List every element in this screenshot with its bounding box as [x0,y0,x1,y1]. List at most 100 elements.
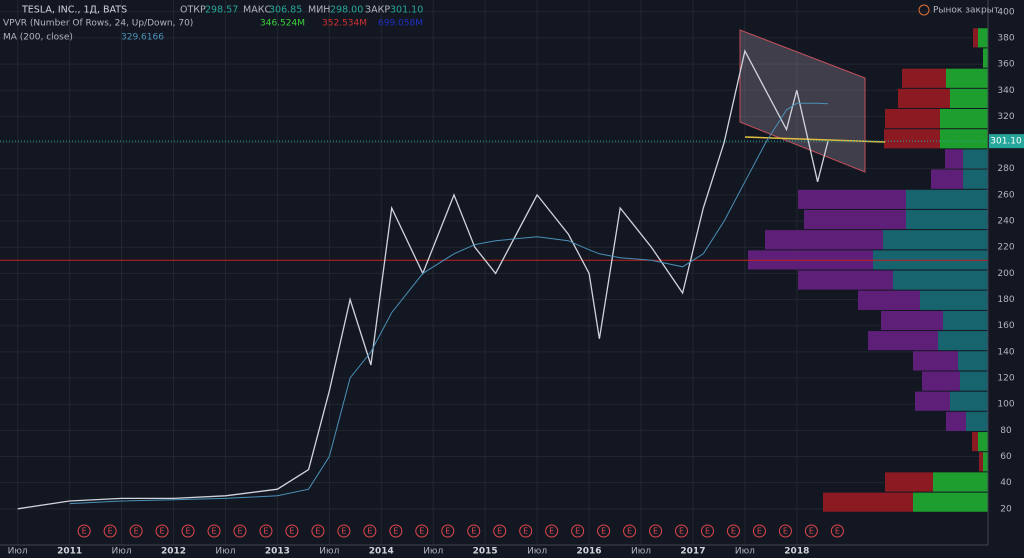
x-tick-label: Июл [8,547,28,557]
earnings-label: E [549,527,554,536]
earnings-marker [467,524,481,538]
vp-up-bar [958,351,988,371]
market-status: Рынок закрыт [933,6,999,16]
earnings-marker [311,524,325,538]
vp-down-bar [973,28,978,48]
y-tick-label: 380 [997,33,1014,43]
earnings-marker [571,524,585,538]
vp-down-bar [979,452,983,472]
x-tick-label: 2017 [680,547,705,557]
vp-down-bar [823,492,913,512]
vp-up-bar [966,411,988,432]
y-tick-label: 160 [997,321,1014,331]
vp-up-bar [893,270,988,290]
y-tick-label: 200 [997,269,1014,279]
earnings-label: E [211,527,216,536]
x-tick-label: Июл [527,547,547,557]
x-tick-label: Июл [423,547,443,557]
earnings-marker [259,524,273,538]
earnings-marker [519,524,533,538]
y-tick-label: 100 [997,400,1014,410]
price-line [17,49,829,510]
ma-label[interactable]: MA (200, close) [3,33,73,43]
vp-down-bar [898,88,950,108]
open-value: 298.57 [205,5,238,16]
current-price-tag [989,134,1024,149]
vpvr-label[interactable]: VPVR (Number Of Rows, 24, Up/Down, 70) [3,19,193,29]
earnings-marker [493,524,507,538]
vpvr-total: 699.058M [378,19,423,29]
earnings-label: E [731,527,736,536]
vp-up-bar [983,452,988,472]
y-tick-label: 400 [997,7,1014,17]
earnings-marker [649,524,663,538]
earnings-marker [285,524,299,538]
close-label: ЗАКР [365,5,390,16]
earnings-marker [207,524,221,538]
earnings-label: E [289,527,294,536]
earnings-label: E [315,527,320,536]
x-tick-label: 2012 [161,547,186,557]
vp-down-bar [881,310,943,331]
vp-up-bar [913,492,988,512]
earnings-marker [363,524,377,538]
vp-down-bar [972,432,978,452]
earnings-marker [389,524,403,538]
vp-up-bar [960,371,988,391]
x-tick-label: 2015 [473,547,498,557]
earnings-label: E [82,527,87,536]
earnings-label: E [497,527,502,536]
ma-value: 329.6166 [121,33,164,43]
x-tick-label: 2011 [57,547,82,557]
open-label: ОТКР [180,5,206,16]
earnings-marker [155,524,169,538]
y-tick-label: 60 [1000,452,1012,462]
vp-up-bar [943,310,988,331]
earnings-label: E [705,527,710,536]
earnings-marker [415,524,429,538]
earnings-marker [700,524,714,538]
symbol[interactable]: TESLA, INC., 1Д, BATS [21,5,127,16]
vp-up-bar [940,129,988,149]
y-tick-label: 220 [997,243,1014,253]
vp-up-bar [946,68,988,88]
earnings-label: E [263,527,268,536]
vpvr-down: 352.534M [322,19,367,29]
earnings-label: E [835,527,840,536]
earnings-marker [778,524,792,538]
vp-down-bar [915,391,950,411]
earnings-label: E [160,527,165,536]
vp-down-bar [884,129,940,149]
earnings-marker [804,524,818,538]
channel-drawing [739,29,866,173]
vp-down-bar [913,351,958,371]
vp-down-bar [931,169,963,189]
earnings-label: E [575,527,580,536]
earnings-marker [441,524,455,538]
vp-up-bar [920,290,988,310]
vp-down-bar [798,270,893,290]
vp-down-bar [765,230,883,250]
vp-up-bar [963,149,988,169]
vp-up-bar [940,108,988,129]
y-tick-label: 40 [1000,478,1012,488]
vp-up-bar [950,391,988,411]
close-value: 301.10 [390,5,423,16]
x-tick-label: 2018 [784,547,809,557]
earnings-label: E [134,527,139,536]
earnings-label: E [367,527,372,536]
current-price-label: 301.10 [990,137,1022,147]
earnings-marker [181,524,195,538]
vp-up-bar [978,28,988,48]
earnings-marker [103,524,117,538]
earnings-marker [545,524,559,538]
earnings-marker [726,524,740,538]
earnings-marker [77,524,91,538]
vp-up-bar [906,189,988,209]
y-tick-label: 340 [997,86,1014,96]
vp-up-bar [883,230,988,250]
y-tick-label: 180 [997,295,1014,305]
y-tick-label: 260 [997,190,1014,200]
low-label: МИН [308,5,330,16]
